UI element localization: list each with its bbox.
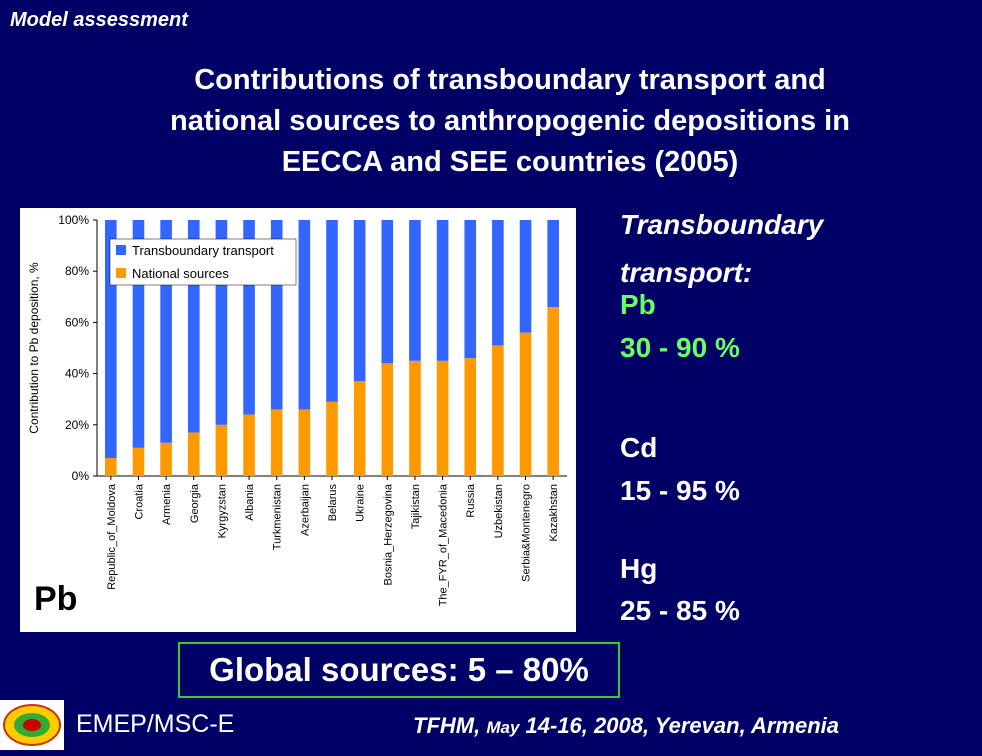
- bar-national-sources: [187, 432, 200, 476]
- title-line-3: EECCA and SEE countries (2005): [281, 146, 739, 178]
- cd-range: 15 - 95 %: [620, 475, 740, 506]
- x-tick-label: Bosnia_Herzegovina: [382, 483, 394, 585]
- bar-national-sources: [519, 332, 532, 476]
- x-tick-label: Ukraine: [355, 484, 367, 522]
- legend-swatch: [116, 268, 126, 278]
- y-axis-title: Contribution to Pb deposition, %: [27, 262, 41, 434]
- bar-national-sources: [409, 360, 421, 476]
- bar-transboundary-transport: [519, 220, 532, 333]
- stacked-bar-chart: 0% 20% 40% 60% 80% 100% Contribution to Pb dep…: [27, 213, 567, 606]
- bar-national-sources: [436, 360, 449, 476]
- x-tick-label: Albania: [244, 483, 256, 521]
- bar-transboundary-transport: [132, 220, 145, 448]
- y-tick-label: 20%: [65, 418, 89, 432]
- x-tick-label: Russia: [465, 483, 477, 518]
- bar-transboundary-transport: [436, 220, 449, 361]
- bar-transboundary-transport: [187, 220, 200, 433]
- legend-swatch: [116, 245, 126, 255]
- y-tick-label: 40%: [65, 367, 89, 381]
- bar-national-sources: [492, 345, 504, 476]
- bar-national-sources: [215, 424, 228, 476]
- bar-national-sources: [547, 307, 559, 476]
- bar-transboundary-transport: [381, 220, 394, 364]
- x-tick-label: Belarus: [327, 484, 339, 522]
- y-tick-label: 100%: [58, 213, 89, 227]
- bar-transboundary-transport: [105, 220, 117, 459]
- bar-national-sources: [298, 409, 311, 476]
- event-part-1: TFHM,: [413, 713, 487, 738]
- bar-national-sources: [326, 401, 338, 476]
- legend-box: [109, 238, 297, 286]
- pb-label: Pb: [620, 289, 656, 320]
- bar-national-sources: [243, 414, 255, 476]
- bar-national-sources: [160, 442, 172, 476]
- legend-label: National sources: [132, 266, 229, 281]
- event-month: May: [486, 718, 520, 737]
- x-tick-label: Armenia: [161, 483, 173, 525]
- chart-panel: 0% 20% 40% 60% 80% 100% Contribution to Pb dep…: [20, 208, 576, 632]
- section-tag: Model assessment: [10, 9, 188, 31]
- bar-transboundary-transport: [298, 220, 311, 410]
- side-heading-line-1: Transboundary: [620, 209, 824, 240]
- y-tick-label: 60%: [65, 315, 89, 329]
- title-line-2: national sources to anthropogenic deposi…: [170, 105, 850, 137]
- bar-transboundary-transport: [215, 220, 228, 425]
- y-tick-label: 0%: [72, 469, 90, 483]
- emep-logo-icon: [0, 700, 64, 750]
- bar-transboundary-transport: [243, 220, 255, 415]
- x-tick-label: Tajikistan: [410, 484, 422, 529]
- x-tick-label: Serbia&Montenegro: [521, 484, 533, 582]
- bar-transboundary-transport: [464, 220, 477, 359]
- x-tick-label: Turkmenistan: [272, 484, 284, 550]
- y-tick-label: 80%: [65, 264, 89, 278]
- org-name: EMEP/MSC-E: [76, 710, 235, 738]
- bar-national-sources: [270, 409, 283, 476]
- bar-transboundary-transport: [409, 220, 421, 361]
- bar-transboundary-transport: [492, 220, 504, 346]
- cd-label: Cd: [620, 432, 658, 463]
- x-tick-label: Azerbaijan: [299, 484, 311, 536]
- hg-range: 25 - 85 %: [620, 595, 740, 626]
- event-part-2: 14-16, 2008, Yerevan, Armenia: [519, 713, 840, 738]
- side-heading-line-2: transport:: [620, 257, 753, 288]
- title-line-1: Contributions of transboundary transport…: [194, 64, 826, 96]
- bar-transboundary-transport: [547, 220, 559, 308]
- x-tick-label: The_FYR_of_Macedonia: [438, 483, 450, 606]
- x-tick-label: Croatia: [133, 483, 145, 519]
- bar-national-sources: [105, 458, 117, 476]
- x-tick-label: Kazakhstan: [548, 484, 560, 541]
- bar-transboundary-transport: [353, 220, 366, 382]
- x-tick-label: Georgia: [189, 483, 201, 523]
- pb-range: 30 - 90 %: [620, 332, 740, 363]
- bar-transboundary-transport: [326, 220, 338, 402]
- chart-corner-label: Pb: [34, 580, 78, 618]
- x-tick-label: Kyrgyzstan: [216, 484, 228, 538]
- global-sources-box: Global sources: 5 – 80%: [178, 642, 620, 698]
- legend-label: Transboundary transport: [132, 243, 274, 258]
- slide-title: Contributions of transboundary transport…: [100, 60, 920, 183]
- bar-national-sources: [381, 363, 394, 476]
- bar-national-sources: [464, 358, 477, 476]
- bar-transboundary-transport: [270, 220, 283, 410]
- x-tick-label: Uzbekistan: [493, 484, 505, 538]
- x-tick-label: Republic_of_Moldova: [106, 483, 118, 590]
- hg-label: Hg: [620, 553, 658, 584]
- bar-transboundary-transport: [160, 220, 172, 443]
- event-footer: TFHM, May 14-16, 2008, Yerevan, Armenia: [413, 713, 839, 739]
- bar-national-sources: [353, 381, 366, 476]
- bar-national-sources: [132, 447, 145, 476]
